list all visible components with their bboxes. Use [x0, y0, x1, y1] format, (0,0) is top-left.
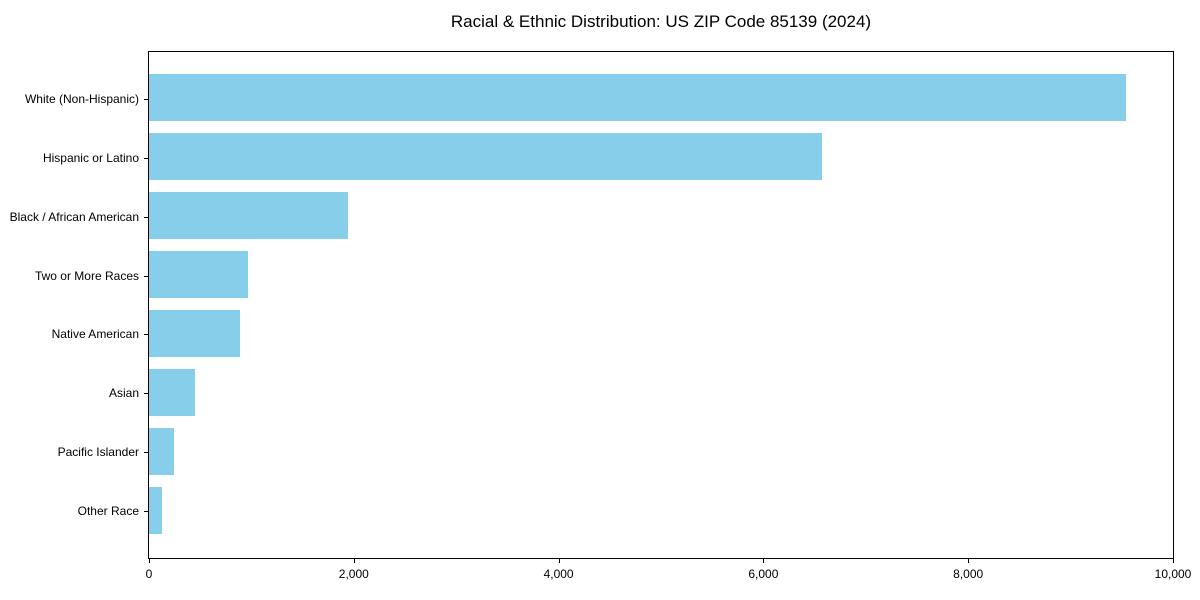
x-tick-mark [968, 558, 970, 563]
y-tick-mark [144, 157, 148, 159]
x-tick-label: 6,000 [748, 567, 779, 581]
x-tick-mark [149, 558, 150, 563]
x-tick-label: 2,000 [338, 567, 369, 581]
x-tick-mark [763, 558, 765, 563]
y-tick-mark [144, 334, 148, 336]
y-tick-mark [144, 98, 148, 100]
bar-hispanic-or-latino [149, 132, 822, 181]
y-axis-label: Asian [108, 386, 139, 401]
y-axis-label: Other Race [77, 504, 139, 519]
plot-area [148, 51, 1174, 559]
y-axis-label: Two or More Races [34, 268, 139, 283]
y-tick-mark [144, 452, 148, 454]
y-axis-label: Native American [51, 327, 139, 342]
bar-black-african-american [149, 191, 349, 240]
bar-asian [149, 368, 196, 417]
x-tick-label: 4,000 [543, 567, 574, 581]
x-tick-label: 8,000 [953, 567, 984, 581]
x-tick-label: 10,000 [1154, 567, 1192, 581]
x-tick-mark [558, 558, 560, 563]
y-tick-mark [144, 275, 148, 277]
x-tick-label: 0 [145, 567, 153, 581]
y-tick-mark [144, 511, 148, 513]
chart-title: Racial & Ethnic Distribution: US ZIP Cod… [450, 12, 872, 31]
y-axis-label: White (Non-Hispanic) [24, 91, 139, 106]
y-axis-label: Black / African American [9, 209, 139, 224]
bar-white-non-hispanic [149, 74, 1126, 122]
y-axis-label: Pacific Islander [57, 445, 139, 460]
bar-two-or-more-races [149, 250, 249, 299]
y-tick-mark [144, 216, 148, 218]
x-tick-mark [353, 558, 355, 563]
y-tick-mark [144, 393, 148, 395]
bar-other-race [149, 486, 162, 534]
x-tick-mark [1173, 558, 1174, 563]
y-axis-label: Hispanic or Latino [42, 150, 139, 165]
bar-native-american [149, 309, 240, 358]
bar-pacific-islander [149, 427, 175, 476]
